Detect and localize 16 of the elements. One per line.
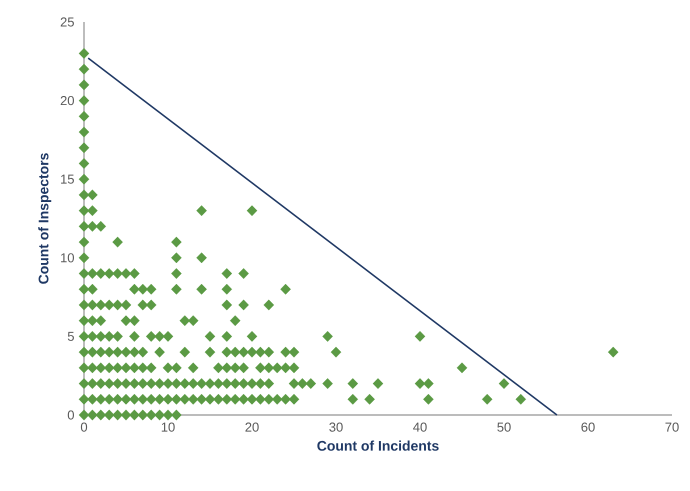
x-tick-label: 0 xyxy=(80,422,88,432)
x-tick-label: 50 xyxy=(497,422,511,432)
x-tick-label: 20 xyxy=(245,422,259,432)
x-tick-label: 70 xyxy=(665,422,679,432)
y-tick-label: 5 xyxy=(68,332,74,341)
x-axis-title: Count of Incidents xyxy=(317,440,439,451)
x-tick-label: 30 xyxy=(329,422,343,432)
y-tick-label: 10 xyxy=(61,253,74,262)
y-tick-label: 20 xyxy=(60,96,74,106)
x-tick-label: 40 xyxy=(413,422,427,432)
x-tick-label: 10 xyxy=(162,422,175,432)
y-tick-label: 0 xyxy=(68,410,74,420)
x-tick-label: 60 xyxy=(581,422,595,432)
y-tick-label: 25 xyxy=(60,17,74,27)
y-axis-title: Count of Inspectors xyxy=(38,153,52,284)
y-tick-label: 15 xyxy=(61,174,74,184)
